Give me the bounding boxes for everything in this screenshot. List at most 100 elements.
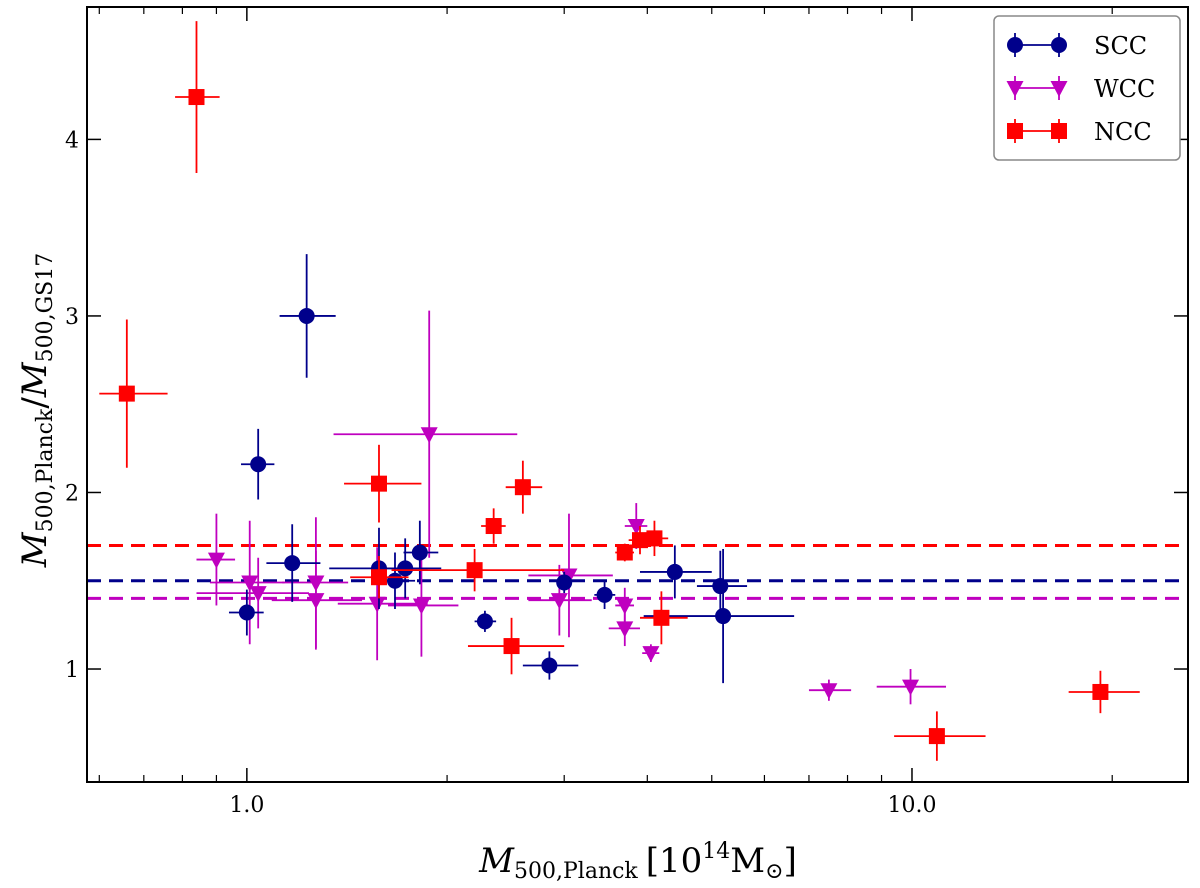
data-point-wcc <box>209 520 285 645</box>
marker-circle <box>556 574 573 591</box>
data-point-scc <box>228 589 264 636</box>
data-point-scc <box>522 651 579 680</box>
data-point-ncc <box>1068 670 1140 714</box>
data-point-wcc <box>196 557 309 629</box>
legend-box <box>993 15 1181 161</box>
data-point-wcc <box>876 669 947 705</box>
y-label-den-sub: 500,GS17 <box>33 253 58 363</box>
y-label-slash: / <box>15 397 55 409</box>
x-label-unit-base: 10 <box>659 841 702 881</box>
data-point-wcc <box>271 550 363 650</box>
data-point-scc <box>696 550 748 622</box>
marker-square <box>646 530 663 547</box>
y-label-num-main: M <box>15 531 55 568</box>
marker-circle <box>411 544 428 561</box>
marker-square <box>631 532 648 549</box>
series-wcc <box>196 310 947 705</box>
x-axis-label: M500,Planck [1014M⊙] <box>478 839 797 884</box>
marker-triangle-down <box>616 598 634 615</box>
x-label-unit-mass: M <box>730 841 765 881</box>
marker-triangle-down <box>820 683 838 700</box>
data-point-ncc <box>615 543 635 562</box>
legend-label-wcc: WCC <box>1094 75 1155 103</box>
data-point-scc <box>384 538 428 599</box>
plot-frame <box>86 6 1189 783</box>
marker-square <box>466 562 483 579</box>
marker-square <box>188 89 205 106</box>
data-point-wcc <box>196 513 236 606</box>
data-point-ncc <box>350 556 409 599</box>
data-point-scc <box>241 428 275 500</box>
data-point-scc <box>639 545 712 599</box>
x-label-sub: 500,Planck <box>514 859 638 884</box>
marker-triangle-down <box>368 596 386 613</box>
data-point-wcc <box>608 610 640 647</box>
marker-triangle-down <box>550 593 568 610</box>
marker-triangle-down <box>616 621 634 638</box>
legend-marker-right <box>1051 37 1067 53</box>
legend-entry-scc: SCC <box>1007 32 1147 60</box>
data-point-scc <box>266 524 321 602</box>
data-points <box>99 21 1140 761</box>
legend-entry-wcc: WCC <box>1006 75 1155 103</box>
data-point-wcc <box>333 310 518 558</box>
data-point-ncc <box>639 520 669 557</box>
y-tick-label: 3 <box>65 305 79 330</box>
marker-circle <box>541 657 558 674</box>
x-label-main: M <box>478 841 515 881</box>
marker-square <box>653 609 670 626</box>
axis-ticks: 1.0 10.0 1 2 3 4 <box>65 7 1188 818</box>
marker-square <box>370 569 387 586</box>
data-point-scc <box>474 610 497 632</box>
series-ncc <box>99 21 1140 761</box>
legend-marker-right <box>1051 123 1067 139</box>
marker-triangle-down <box>241 575 259 592</box>
data-point-ncc <box>481 508 506 544</box>
data-point-scc <box>403 520 439 585</box>
data-point-ncc <box>894 711 986 761</box>
marker-circle <box>386 572 403 589</box>
data-point-ncc <box>175 21 220 173</box>
legend-label-ncc: NCC <box>1094 118 1152 146</box>
x-label-unit-exp: 14 <box>702 839 730 864</box>
legend-marker-left <box>1007 37 1023 53</box>
marker-triangle-down <box>902 679 920 696</box>
data-point-scc <box>279 254 336 378</box>
y-tick-label: 2 <box>65 481 79 506</box>
y-label-num-sub: 500,Planck <box>33 408 58 532</box>
data-point-wcc <box>808 679 852 701</box>
data-point-ncc <box>505 460 543 514</box>
data-point-ncc <box>391 548 565 592</box>
y-tick-label: 4 <box>65 128 79 153</box>
x-tick-label: 1.0 <box>229 793 264 818</box>
y-tick-label: 1 <box>65 658 79 683</box>
marker-triangle-down <box>642 646 660 663</box>
marker-square <box>485 518 502 535</box>
marker-circle <box>397 560 414 577</box>
x-label-unit-sun: ⊙ <box>765 859 783 884</box>
marker-circle <box>715 608 732 625</box>
marker-triangle-down <box>207 552 225 569</box>
marker-square <box>616 544 633 561</box>
marker-circle <box>476 613 493 630</box>
x-tick-label: 10.0 <box>887 793 936 818</box>
data-point-scc <box>594 580 616 609</box>
marker-circle <box>666 563 683 580</box>
marker-triangle-down <box>627 519 645 536</box>
marker-circle <box>284 555 301 572</box>
y-label-den-main: M <box>15 361 55 398</box>
marker-square <box>928 728 945 745</box>
legend-entry-ncc: NCC <box>1007 118 1152 146</box>
marker-circle <box>298 307 315 324</box>
legend-marker-right <box>1050 81 1068 97</box>
data-point-scc <box>556 571 573 594</box>
marker-square <box>118 385 135 402</box>
marker-square <box>503 638 520 655</box>
y-axis-label: M500,Planck/M500,GS17 <box>15 253 58 569</box>
marker-triangle-down <box>249 586 267 603</box>
marker-triangle-down <box>420 427 438 444</box>
marker-circle <box>712 578 729 595</box>
data-point-wcc <box>387 554 459 657</box>
marker-square <box>1092 683 1109 700</box>
